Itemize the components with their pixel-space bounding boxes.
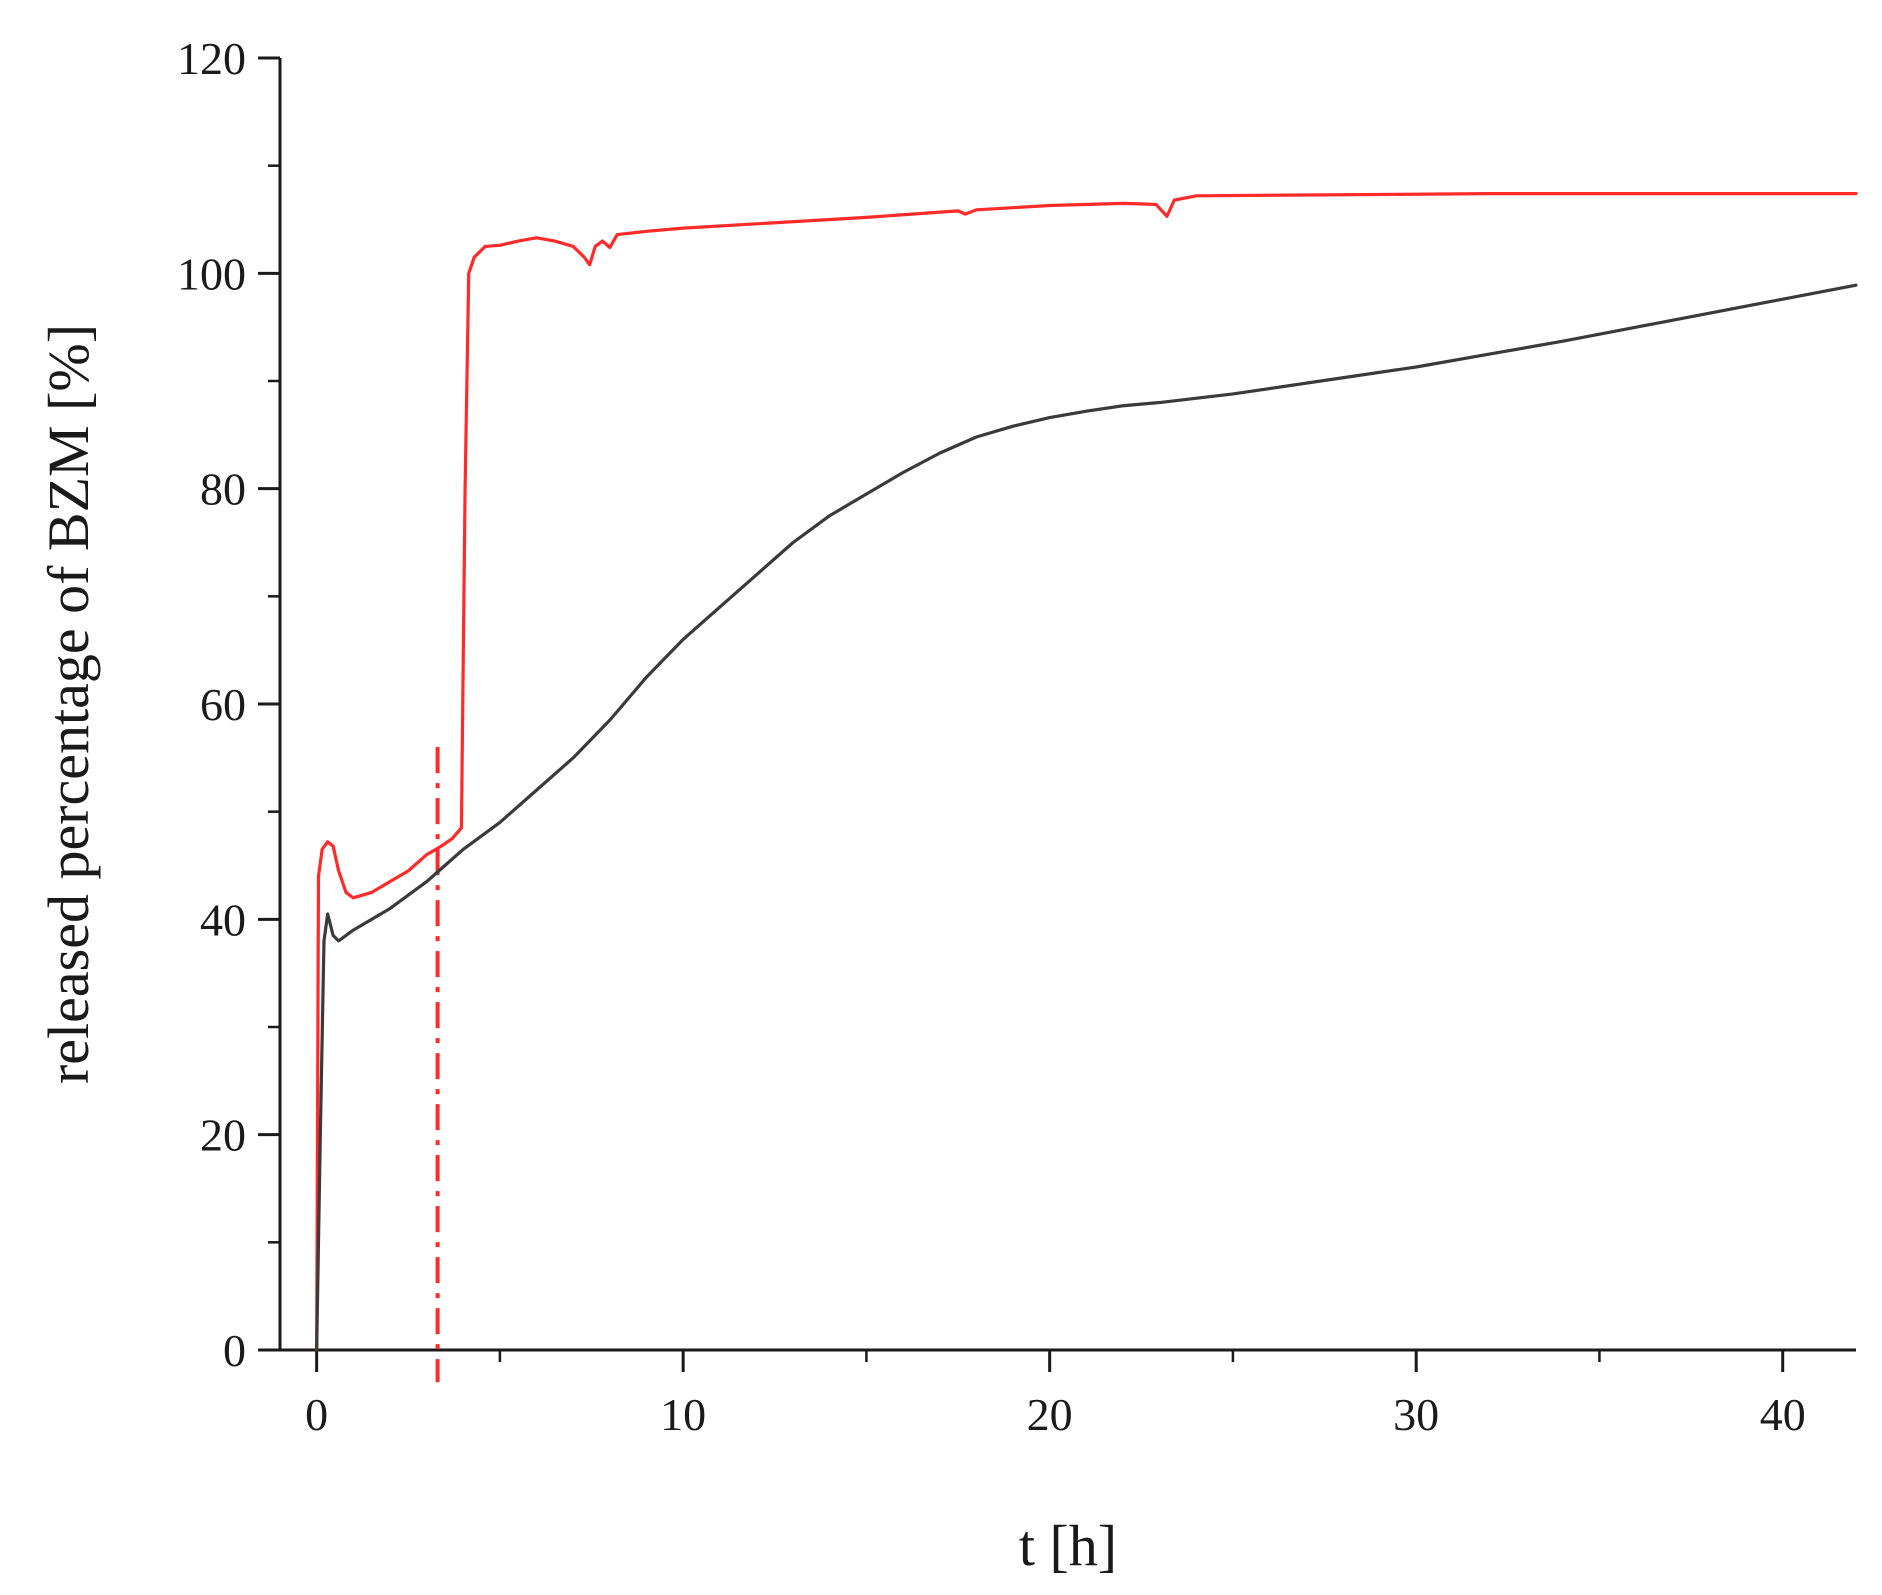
x-tick-label-3: 30 [1393, 1389, 1439, 1440]
y-axis-title: released percentage of BZM [%] [36, 324, 101, 1084]
series-line-1 [315, 283, 1858, 1352]
series [315, 192, 1858, 1352]
ticks: 0 10 20 30 40 0 20 40 60 80 100 120 [177, 33, 1806, 1440]
y-tick-label-0: 0 [223, 1325, 246, 1376]
y-tick-label-1: 20 [200, 1110, 246, 1161]
y-tick-label-2: 40 [200, 894, 246, 945]
x-tick-label-4: 40 [1760, 1389, 1806, 1440]
x-tick-label-2: 20 [1027, 1389, 1073, 1440]
axes [278, 58, 1856, 1352]
series-line-0 [315, 192, 1858, 1352]
y-tick-label-3: 60 [200, 679, 246, 730]
y-tick-label-5: 100 [177, 248, 246, 299]
y-tick-label-6: 120 [177, 33, 246, 84]
x-tick-label-1: 10 [660, 1389, 706, 1440]
y-tick-label-4: 80 [200, 464, 246, 515]
x-axis-title: t [h] [1019, 1513, 1117, 1578]
x-tick-label-0: 0 [305, 1389, 328, 1440]
